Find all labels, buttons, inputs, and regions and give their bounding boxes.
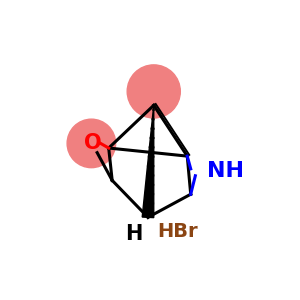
Circle shape bbox=[67, 119, 116, 168]
Text: H: H bbox=[125, 224, 143, 244]
Text: O: O bbox=[84, 134, 101, 153]
Polygon shape bbox=[142, 105, 154, 218]
Circle shape bbox=[127, 65, 180, 118]
Text: NH: NH bbox=[207, 161, 244, 181]
Text: HBr: HBr bbox=[157, 222, 198, 241]
